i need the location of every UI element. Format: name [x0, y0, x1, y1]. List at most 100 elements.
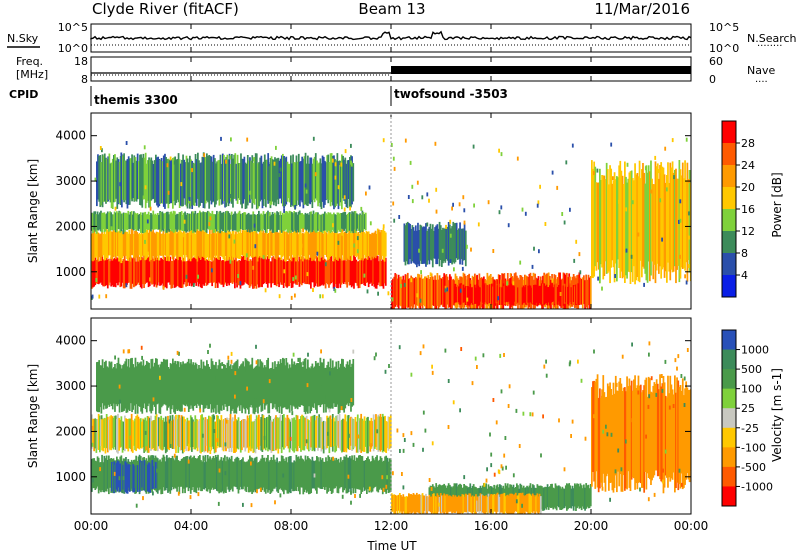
- heatmap-cell: [131, 214, 134, 230]
- heatmap-cell: [539, 496, 542, 514]
- heatmap-cell: [398, 215, 401, 219]
- heatmap-cell: [178, 256, 181, 288]
- heatmap-cell: [249, 214, 251, 233]
- heatmap-cell: [214, 214, 217, 230]
- heatmap-cell: [617, 390, 619, 472]
- heatmap-cell: [154, 213, 157, 230]
- heatmap-cell: [335, 415, 338, 452]
- heatmap-cell: [299, 419, 301, 448]
- heatmap-cell: [461, 284, 464, 306]
- heatmap-cell: [342, 232, 345, 261]
- heatmap-cell: [334, 175, 337, 180]
- heatmap-cell: [291, 417, 293, 450]
- heatmap-cell: [521, 207, 524, 212]
- heatmap-cell: [537, 286, 540, 305]
- heatmap-cell: [466, 297, 469, 302]
- heatmap-cell: [532, 272, 535, 277]
- heatmap-cell: [490, 452, 493, 457]
- heatmap-cell: [286, 211, 289, 233]
- heatmap-cell: [143, 231, 145, 256]
- heatmap-cell: [567, 484, 569, 510]
- x-axis-label: Time UT: [366, 539, 417, 553]
- heatmap-cell: [291, 212, 293, 231]
- heatmap-cell: [182, 233, 184, 238]
- heatmap-cell: [603, 175, 606, 276]
- heatmap-cell: [235, 255, 237, 283]
- heatmap-cell: [99, 155, 102, 207]
- heatmap-cell: [362, 260, 364, 283]
- heatmap-cell: [297, 456, 300, 492]
- heatmap-cell: [421, 278, 424, 309]
- heatmap-cell: [542, 283, 544, 305]
- heatmap-cell: [161, 420, 164, 451]
- heatmap-cell: [231, 369, 233, 411]
- heatmap-cell: [650, 391, 652, 485]
- heatmap-cell: [487, 493, 490, 514]
- y-tick-label: 4000: [55, 334, 86, 348]
- heatmap-cell: [136, 213, 139, 231]
- heatmap-cell: [288, 419, 291, 453]
- heatmap-cell: [278, 294, 281, 299]
- heatmap-cell: [208, 458, 210, 490]
- heatmap-cell: [168, 419, 171, 424]
- heatmap-cell: [96, 161, 98, 207]
- heatmap-cell: [672, 404, 675, 408]
- heatmap-cell: [105, 256, 108, 285]
- heatmap-cell: [109, 163, 112, 203]
- heatmap-cell: [179, 362, 182, 412]
- heatmap-cell: [356, 233, 359, 256]
- heatmap-cell: [287, 234, 290, 260]
- heatmap-cell: [273, 229, 276, 256]
- heatmap-cell: [126, 213, 128, 231]
- heatmap-cell: [228, 230, 231, 257]
- heatmap-cell: [481, 285, 484, 303]
- heatmap-cell: [622, 184, 625, 277]
- heatmap-cell: [537, 496, 540, 514]
- heatmap-cell: [330, 419, 333, 448]
- heatmap-cell: [477, 285, 480, 302]
- heatmap-cell: [98, 294, 101, 299]
- heatmap-cell: [569, 360, 572, 365]
- heatmap-cell: [196, 458, 199, 488]
- nsearch-tick-low: 10^0: [709, 42, 739, 55]
- heatmap-cell: [273, 159, 275, 206]
- heatmap-cell: [313, 473, 316, 478]
- heatmap-cell: [279, 257, 282, 283]
- heatmap-cell: [333, 155, 335, 210]
- heatmap-cell: [449, 495, 451, 512]
- heatmap-cell: [569, 207, 571, 212]
- heatmap-cell: [319, 258, 321, 287]
- heatmap-cell: [216, 259, 219, 288]
- heatmap-cell: [509, 273, 512, 278]
- heatmap-cell: [181, 261, 184, 288]
- heatmap-cell: [506, 281, 509, 286]
- x-tick-label: 16:00: [474, 519, 509, 533]
- heatmap-cell: [170, 211, 173, 232]
- heatmap-cell: [350, 261, 353, 288]
- heatmap-cell: [416, 278, 418, 306]
- heatmap-cell: [605, 162, 608, 274]
- heatmap-cell: [300, 243, 303, 248]
- heatmap-cell: [147, 232, 150, 256]
- heatmap-cell: [252, 460, 255, 493]
- heatmap-cell: [556, 486, 559, 507]
- heatmap-cell: [340, 256, 343, 285]
- heatmap-cell: [322, 255, 325, 286]
- heatmap-cell: [204, 455, 207, 488]
- heatmap-cell: [337, 259, 339, 289]
- heatmap-cell: [606, 432, 609, 437]
- heatmap-cell: [159, 211, 161, 230]
- heatmap-cell: [171, 261, 174, 289]
- heatmap-cell: [109, 362, 112, 404]
- heatmap-cell: [169, 405, 172, 410]
- heatmap-cell: [341, 494, 344, 499]
- heatmap-cell: [99, 462, 101, 491]
- heatmap-cell: [342, 359, 344, 411]
- heatmap-cell: [253, 420, 256, 453]
- heatmap-cell: [404, 274, 407, 309]
- heatmap-cell: [245, 163, 248, 209]
- heatmap-cell: [600, 180, 602, 265]
- heatmap-cell: [355, 259, 358, 284]
- heatmap-cell: [524, 287, 526, 303]
